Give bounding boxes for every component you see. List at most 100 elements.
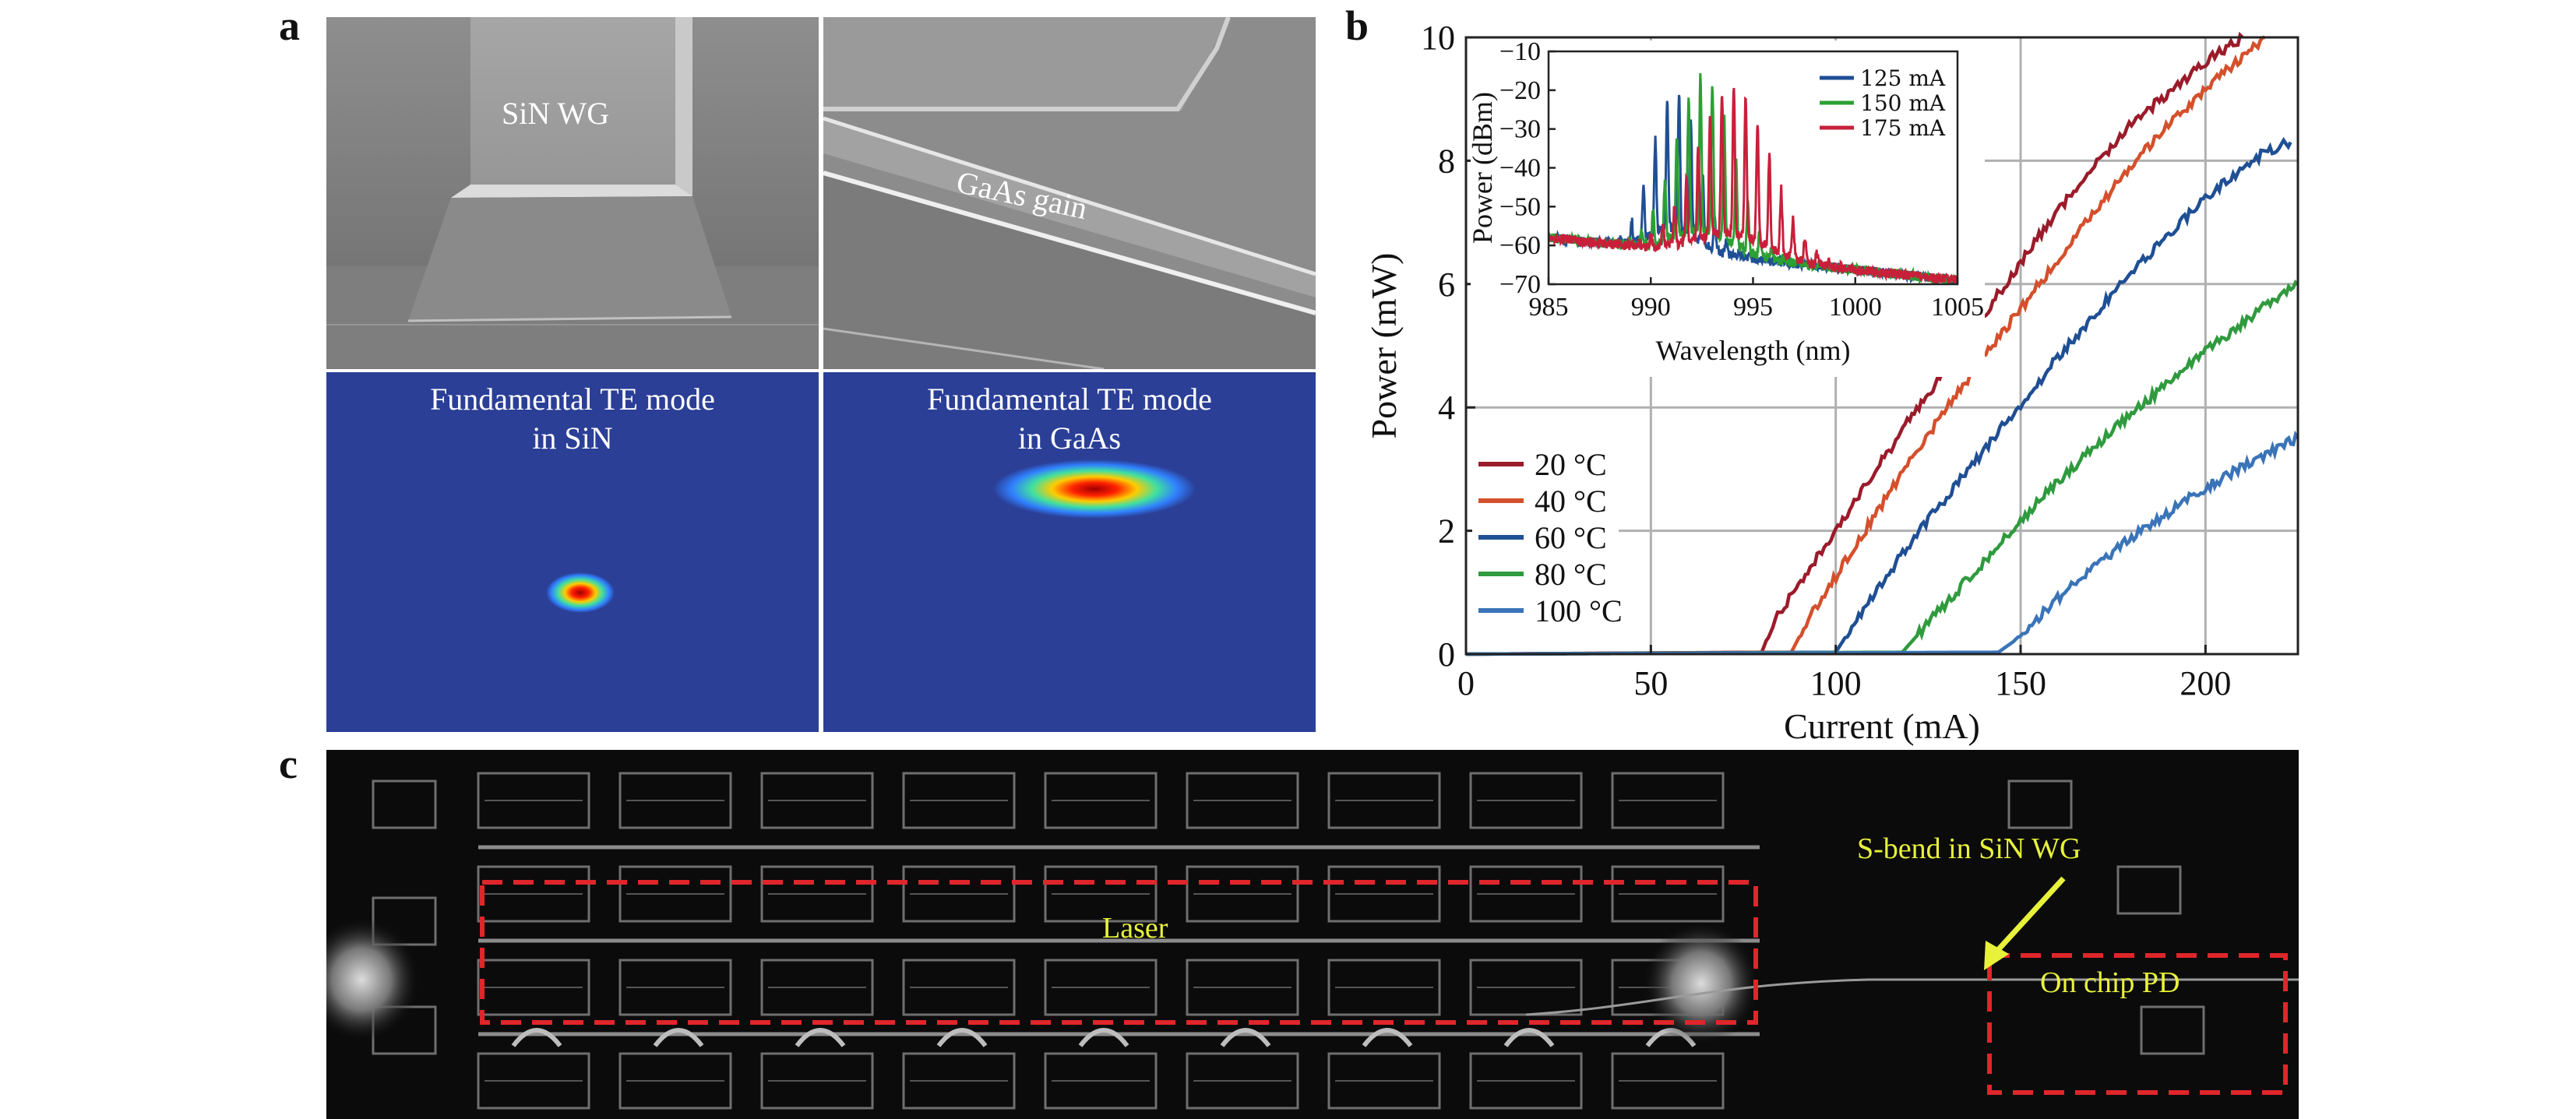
- chip-cell: [760, 959, 874, 1016]
- inset-xtick-label-990: 990: [1631, 293, 1671, 322]
- mode-gaas-title-line2: in GaAs: [1017, 421, 1122, 456]
- inset-xtick-label-1005: 1005: [1931, 293, 1984, 322]
- chip-cell: [1044, 1052, 1158, 1110]
- chip-cell: [618, 865, 732, 923]
- chip-cell: [477, 772, 590, 829]
- pd-box: [1987, 953, 2288, 1095]
- chip-pad: [372, 779, 437, 829]
- chip-wirebond: [936, 1028, 988, 1047]
- chip-wirebond: [795, 1028, 846, 1047]
- inset-xtick-label-1000: 1000: [1829, 293, 1882, 322]
- panel-b-label: b: [1345, 2, 1369, 49]
- xtick-label-150: 150: [1995, 664, 2046, 702]
- chip-cell: [618, 959, 732, 1016]
- inset-legend-label-0: 125 mA: [1860, 65, 1946, 91]
- inset-ytick-label-30: −30: [1499, 115, 1541, 144]
- sbend-arrow-head: [1984, 941, 2009, 970]
- inset-x-axis-label: Wavelength (nm): [1655, 335, 1850, 366]
- xtick-label-0: 0: [1457, 664, 1475, 702]
- chip-wirebond: [1220, 1028, 1271, 1047]
- chart-b: 0 50 100 150 200 0 2 4 6 8 10 Current (mA) Power (mW…: [1364, 19, 2299, 746]
- sem-sin-svg: [326, 17, 819, 369]
- chip-cell: [1469, 772, 1583, 829]
- sem-image-gaas-gain: GaAs gain: [823, 17, 1316, 369]
- chip-cell: [1044, 959, 1158, 1016]
- inset-series-175mA: [1549, 87, 1958, 284]
- sbend-label: S-bend in SiN WG: [1857, 832, 2081, 865]
- chip-pad: [2140, 1005, 2205, 1055]
- chip-wirebond: [653, 1028, 704, 1047]
- chip-cell: [1327, 1052, 1441, 1110]
- ytick-label-0: 0: [1438, 635, 1455, 674]
- chip-cell: [1186, 959, 1299, 1016]
- chip-cell: [902, 772, 1016, 829]
- sem-image-sin-waveguide: SiN WG: [326, 17, 819, 369]
- mode-sin-title-line2: in SiN: [532, 421, 613, 456]
- inset-ytick-label-50: −50: [1499, 192, 1541, 221]
- chip-cell: [1611, 772, 1725, 829]
- panel-c-label: c: [279, 741, 298, 787]
- ytick-label-10: 10: [1421, 19, 1455, 57]
- legend-label-2: 60 °C: [1535, 520, 1607, 555]
- chip-cell: [1327, 772, 1441, 829]
- chip-cell: [1469, 1052, 1583, 1110]
- mode-sin-title-line1: Fundamental TE mode: [430, 382, 715, 417]
- inset-ytick-label-70: −70: [1499, 270, 1541, 299]
- chip-pad: [2116, 865, 2182, 915]
- panel-a-label: a: [279, 2, 300, 49]
- chip-cell: [1186, 865, 1299, 923]
- inset-y-axis-label: Power (dBm): [1467, 92, 1498, 244]
- inset-legend-label-1: 150 mA: [1860, 90, 1946, 116]
- pd-label: On chip PD: [2040, 966, 2180, 999]
- ytick-label-8: 8: [1438, 142, 1455, 180]
- chip-cell: [760, 1052, 874, 1110]
- chip-cell: [477, 865, 590, 923]
- chip-cell: [1327, 865, 1441, 923]
- sem-gaas-svg: [823, 17, 1316, 369]
- chip-cell: [1044, 772, 1158, 829]
- inset-ytick-label-40: −40: [1499, 154, 1541, 183]
- sem-sin-label: SiN WG: [502, 96, 610, 131]
- inset-ytick-label-20: −20: [1499, 76, 1541, 105]
- chip-cell: [902, 865, 1016, 923]
- chip-cell: [477, 1052, 590, 1110]
- legend-label-1: 40 °C: [1535, 484, 1607, 519]
- facet-glow-left: [326, 917, 420, 1042]
- xtick-label-200: 200: [2180, 664, 2231, 702]
- sin-waveguide-sbend: [1525, 978, 2299, 1016]
- legend-label-0: 20 °C: [1535, 447, 1607, 482]
- chip-cell: [1327, 959, 1441, 1016]
- laser-label: Laser: [1102, 912, 1168, 945]
- mode-gaas-spot: [993, 459, 1196, 519]
- chip-wirebond: [511, 1028, 562, 1047]
- chip-cell: [1186, 772, 1299, 829]
- inset-ytick-label-60: −60: [1499, 231, 1541, 260]
- chip-pad: [2007, 779, 2073, 829]
- sbend-arrow-shaft: [1995, 876, 2066, 953]
- ytick-label-6: 6: [1438, 266, 1455, 304]
- ytick-label-4: 4: [1438, 389, 1455, 427]
- mode-gaas-title-line1: Fundamental TE mode: [927, 382, 1212, 417]
- chip-cell: [1186, 1052, 1299, 1110]
- chip-wirebond: [1503, 1028, 1555, 1047]
- chip-cell: [618, 1052, 732, 1110]
- xtick-label-100: 100: [1810, 664, 1862, 702]
- chip-micrograph: Laser S-bend in SiN WG On chip PD: [326, 750, 2299, 1119]
- mode-image-gaas: Fundamental TE mode in GaAs: [823, 372, 1316, 732]
- chip-cell: [902, 959, 1016, 1016]
- mode-sin-spot: [546, 572, 615, 613]
- xtick-label-50: 50: [1633, 664, 1668, 702]
- chip-cell: [1611, 1052, 1725, 1110]
- chip-cell: [760, 772, 874, 829]
- chip-cell: [1469, 865, 1583, 923]
- chip-wirebond: [1078, 1028, 1129, 1047]
- chip-cell: [618, 772, 732, 829]
- inset-xtick-label-995: 995: [1733, 293, 1773, 322]
- inset-xtick-label-985: 985: [1529, 293, 1569, 322]
- legend-label-3: 80 °C: [1535, 557, 1607, 592]
- chip-cell: [1611, 865, 1725, 923]
- inset-legend-label-2: 175 mA: [1860, 115, 1946, 141]
- y-axis-label: Power (mW): [1364, 253, 1404, 439]
